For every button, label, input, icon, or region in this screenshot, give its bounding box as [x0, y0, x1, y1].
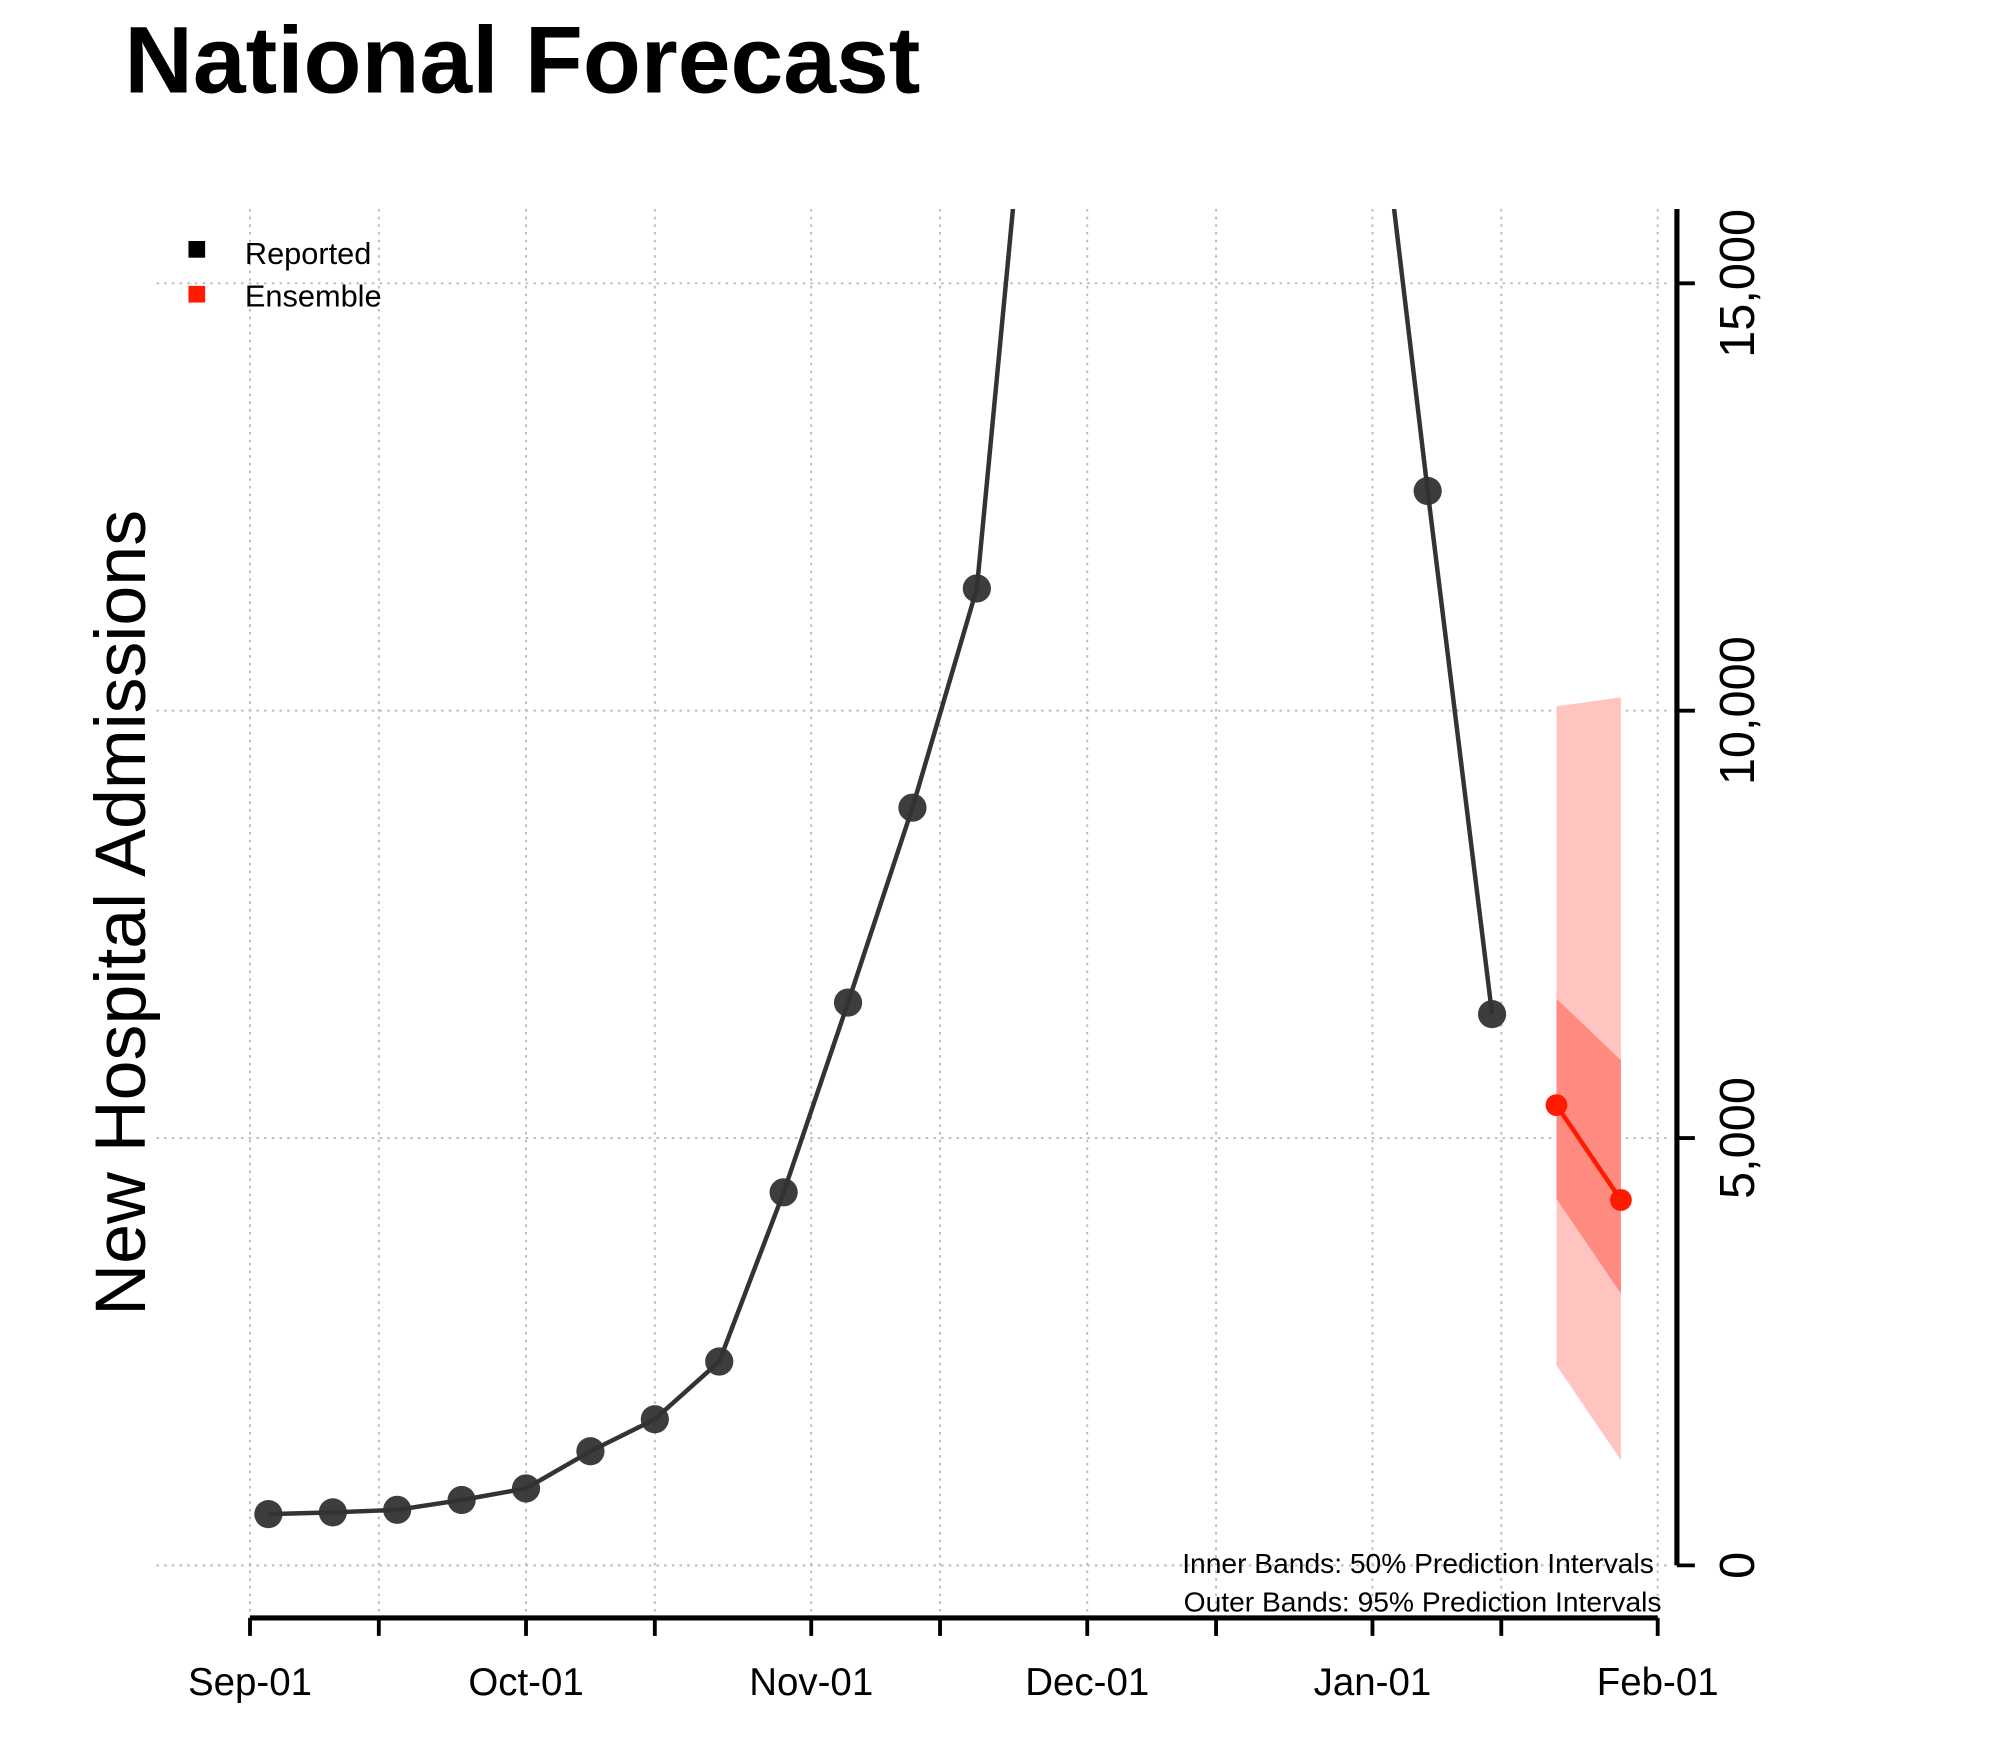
x-tick-label: Nov-01 — [749, 1661, 873, 1704]
data-point-reported — [1413, 476, 1442, 506]
data-point-ensemble — [1609, 1189, 1632, 1211]
y-axis-label: New Hospital Admissions — [81, 510, 161, 1316]
series-line-reported — [1391, 208, 1430, 492]
series-line-reported — [974, 208, 1016, 589]
x-tick-label: Sep-01 — [188, 1661, 312, 1704]
y-tick-label: 15,000 — [1711, 209, 1765, 358]
series-line-ensemble — [1554, 1103, 1623, 1202]
data-point-reported — [769, 1178, 798, 1207]
series-line-reported — [845, 806, 915, 1004]
annotation-outer-bands: Outer Bands: 95% Prediction Intervals — [1184, 1586, 1662, 1618]
x-tick-label: Oct-01 — [468, 1661, 583, 1704]
data-point-reported — [962, 574, 991, 603]
data-point-reported — [318, 1498, 347, 1527]
y-tick-label: 5,000 — [1711, 1077, 1765, 1199]
chart-title: National Forecast — [124, 7, 920, 113]
x-tick-label: Feb-01 — [1597, 1661, 1719, 1704]
x-tick-label: Dec-01 — [1025, 1661, 1149, 1704]
series-line-reported — [717, 1191, 786, 1363]
legend-label-reported: Reported — [245, 236, 371, 271]
legend: Reported Ensemble — [188, 236, 382, 313]
data-point-reported — [383, 1495, 412, 1524]
legend-swatch-ensemble — [188, 285, 206, 303]
series-line-reported — [910, 587, 980, 809]
legend-swatch-reported — [188, 241, 206, 258]
data-point-reported — [833, 988, 863, 1017]
data-point-reported — [511, 1474, 541, 1503]
data-point-reported — [447, 1485, 476, 1515]
band-50-percent — [1556, 998, 1621, 1294]
legend-label-ensemble: Ensemble — [245, 278, 382, 313]
series-line-reported — [653, 1359, 721, 1421]
y-tick-label: 0 — [1711, 1552, 1765, 1579]
prediction-bands — [1556, 697, 1621, 1461]
series-lines — [268, 208, 1623, 1517]
data-point-reported — [898, 793, 927, 822]
data-point-ensemble — [1545, 1094, 1568, 1117]
x-tick-label: Jan-01 — [1314, 1661, 1432, 1704]
data-point-reported — [576, 1437, 605, 1466]
axes: 0 5,000 10,000 15,000 Sep-01 Oct-01 Nov-01 Dec-… — [188, 209, 1765, 1704]
data-point-reported — [1477, 1000, 1507, 1029]
series-line-reported — [781, 1001, 851, 1194]
data-point-reported — [705, 1347, 734, 1376]
annotation-inner-bands: Inner Bands: 50% Prediction Intervals — [1182, 1547, 1654, 1579]
data-point-reported — [254, 1500, 283, 1529]
series-line-reported — [1425, 490, 1495, 1015]
y-tick-label: 10,000 — [1711, 636, 1765, 785]
data-point-reported — [640, 1405, 669, 1434]
grid — [156, 208, 1667, 1618]
series-points — [254, 476, 1632, 1529]
